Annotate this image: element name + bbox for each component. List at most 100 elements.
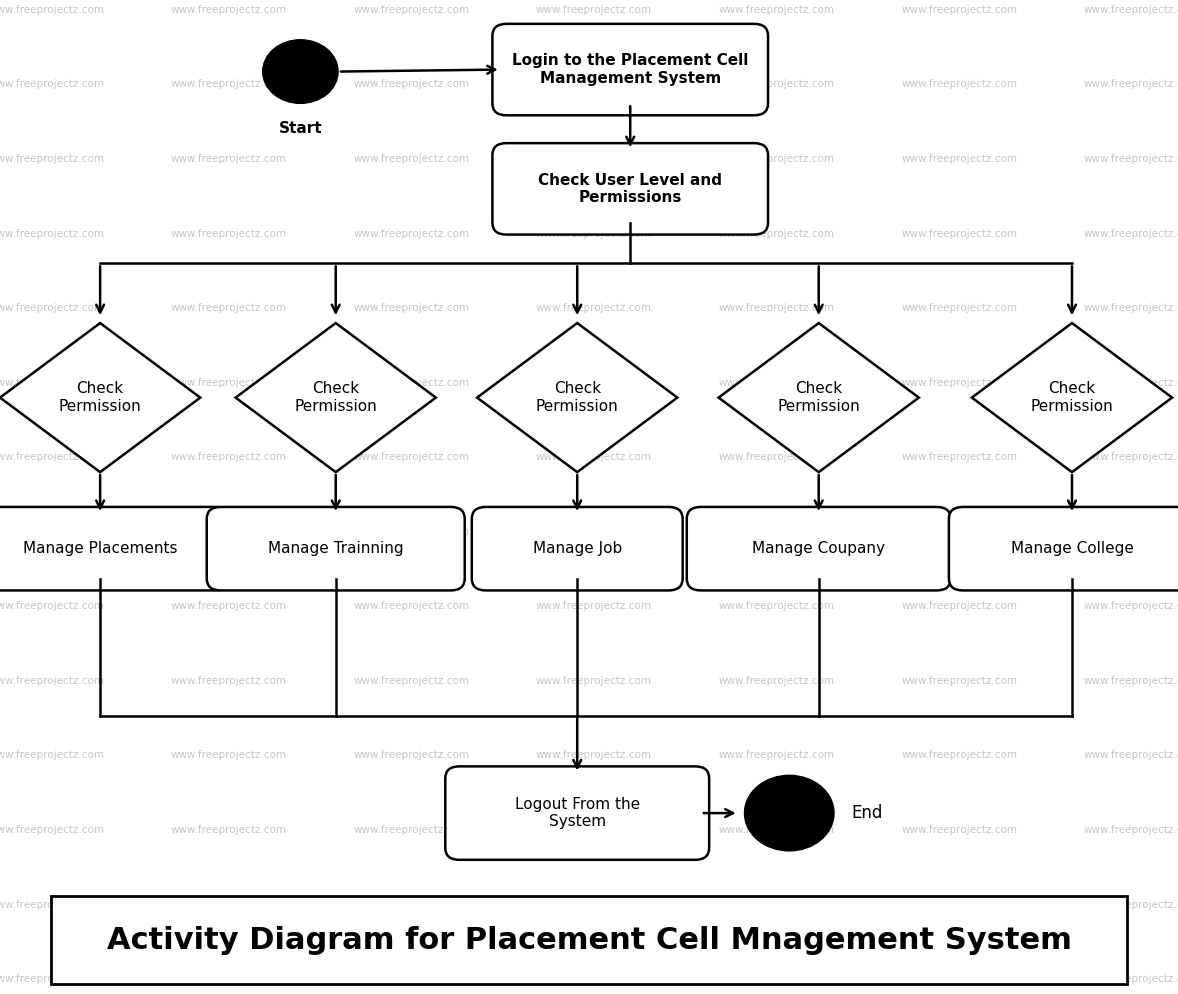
Text: www.freeprojectz.com: www.freeprojectz.com xyxy=(901,452,1017,462)
Text: Manage Coupany: Manage Coupany xyxy=(753,541,885,557)
Text: www.freeprojectz.com: www.freeprojectz.com xyxy=(0,676,104,686)
Text: www.freeprojectz.com: www.freeprojectz.com xyxy=(719,750,834,760)
Text: www.freeprojectz.com: www.freeprojectz.com xyxy=(1084,80,1178,89)
Text: Check
Permission: Check Permission xyxy=(1031,382,1113,414)
Text: www.freeprojectz.com: www.freeprojectz.com xyxy=(171,80,286,89)
Text: www.freeprojectz.com: www.freeprojectz.com xyxy=(536,378,651,388)
Text: www.freeprojectz.com: www.freeprojectz.com xyxy=(536,452,651,462)
Text: www.freeprojectz.com: www.freeprojectz.com xyxy=(0,825,104,835)
Text: www.freeprojectz.com: www.freeprojectz.com xyxy=(353,527,469,537)
Text: www.freeprojectz.com: www.freeprojectz.com xyxy=(536,825,651,835)
Text: www.freeprojectz.com: www.freeprojectz.com xyxy=(901,601,1017,611)
Text: www.freeprojectz.com: www.freeprojectz.com xyxy=(171,303,286,313)
Text: www.freeprojectz.com: www.freeprojectz.com xyxy=(719,80,834,89)
Text: www.freeprojectz.com: www.freeprojectz.com xyxy=(171,378,286,388)
Text: www.freeprojectz.com: www.freeprojectz.com xyxy=(719,452,834,462)
Text: www.freeprojectz.com: www.freeprojectz.com xyxy=(1084,676,1178,686)
Text: www.freeprojectz.com: www.freeprojectz.com xyxy=(171,601,286,611)
Text: www.freeprojectz.com: www.freeprojectz.com xyxy=(719,229,834,239)
Text: www.freeprojectz.com: www.freeprojectz.com xyxy=(1084,900,1178,910)
Text: Check User Level and
Permissions: Check User Level and Permissions xyxy=(538,173,722,205)
FancyBboxPatch shape xyxy=(206,507,464,590)
Text: www.freeprojectz.com: www.freeprojectz.com xyxy=(171,676,286,686)
Text: www.freeprojectz.com: www.freeprojectz.com xyxy=(901,750,1017,760)
Text: www.freeprojectz.com: www.freeprojectz.com xyxy=(719,154,834,164)
Text: Login to the Placement Cell
Management System: Login to the Placement Cell Management S… xyxy=(512,54,748,85)
Text: www.freeprojectz.com: www.freeprojectz.com xyxy=(536,974,651,984)
Text: www.freeprojectz.com: www.freeprojectz.com xyxy=(0,452,104,462)
Text: End: End xyxy=(852,804,884,822)
Text: www.freeprojectz.com: www.freeprojectz.com xyxy=(353,378,469,388)
Text: www.freeprojectz.com: www.freeprojectz.com xyxy=(1084,527,1178,537)
FancyBboxPatch shape xyxy=(687,507,951,590)
Text: www.freeprojectz.com: www.freeprojectz.com xyxy=(901,154,1017,164)
Text: www.freeprojectz.com: www.freeprojectz.com xyxy=(719,900,834,910)
Text: www.freeprojectz.com: www.freeprojectz.com xyxy=(0,974,104,984)
Polygon shape xyxy=(0,323,200,472)
Text: www.freeprojectz.com: www.freeprojectz.com xyxy=(1084,825,1178,835)
Text: www.freeprojectz.com: www.freeprojectz.com xyxy=(0,5,104,15)
Text: www.freeprojectz.com: www.freeprojectz.com xyxy=(353,452,469,462)
Text: www.freeprojectz.com: www.freeprojectz.com xyxy=(0,750,104,760)
Text: Activity Diagram for Placement Cell Mnagement System: Activity Diagram for Placement Cell Mnag… xyxy=(106,925,1072,955)
Circle shape xyxy=(744,775,834,851)
Text: www.freeprojectz.com: www.freeprojectz.com xyxy=(719,974,834,984)
Text: www.freeprojectz.com: www.freeprojectz.com xyxy=(901,825,1017,835)
Text: www.freeprojectz.com: www.freeprojectz.com xyxy=(353,80,469,89)
Text: www.freeprojectz.com: www.freeprojectz.com xyxy=(719,601,834,611)
Text: www.freeprojectz.com: www.freeprojectz.com xyxy=(353,750,469,760)
Text: www.freeprojectz.com: www.freeprojectz.com xyxy=(0,601,104,611)
Text: www.freeprojectz.com: www.freeprojectz.com xyxy=(171,229,286,239)
Text: www.freeprojectz.com: www.freeprojectz.com xyxy=(171,974,286,984)
Text: www.freeprojectz.com: www.freeprojectz.com xyxy=(171,5,286,15)
Text: www.freeprojectz.com: www.freeprojectz.com xyxy=(171,750,286,760)
Text: www.freeprojectz.com: www.freeprojectz.com xyxy=(0,378,104,388)
Polygon shape xyxy=(719,323,919,472)
Text: www.freeprojectz.com: www.freeprojectz.com xyxy=(901,5,1017,15)
Text: www.freeprojectz.com: www.freeprojectz.com xyxy=(171,825,286,835)
Text: www.freeprojectz.com: www.freeprojectz.com xyxy=(719,5,834,15)
Text: Check
Permission: Check Permission xyxy=(536,382,618,414)
Text: www.freeprojectz.com: www.freeprojectz.com xyxy=(1084,154,1178,164)
Text: Logout From the
System: Logout From the System xyxy=(515,797,640,829)
Text: www.freeprojectz.com: www.freeprojectz.com xyxy=(1084,974,1178,984)
Text: www.freeprojectz.com: www.freeprojectz.com xyxy=(353,974,469,984)
Text: www.freeprojectz.com: www.freeprojectz.com xyxy=(901,676,1017,686)
Text: www.freeprojectz.com: www.freeprojectz.com xyxy=(171,527,286,537)
FancyBboxPatch shape xyxy=(492,143,768,235)
Text: www.freeprojectz.com: www.freeprojectz.com xyxy=(353,303,469,313)
Text: www.freeprojectz.com: www.freeprojectz.com xyxy=(0,900,104,910)
Text: www.freeprojectz.com: www.freeprojectz.com xyxy=(1084,378,1178,388)
Text: www.freeprojectz.com: www.freeprojectz.com xyxy=(901,900,1017,910)
Polygon shape xyxy=(972,323,1172,472)
Text: www.freeprojectz.com: www.freeprojectz.com xyxy=(0,229,104,239)
Text: Manage Job: Manage Job xyxy=(532,541,622,557)
Text: www.freeprojectz.com: www.freeprojectz.com xyxy=(536,750,651,760)
Text: www.freeprojectz.com: www.freeprojectz.com xyxy=(719,825,834,835)
Text: Check
Permission: Check Permission xyxy=(59,382,141,414)
Text: www.freeprojectz.com: www.freeprojectz.com xyxy=(901,80,1017,89)
Text: www.freeprojectz.com: www.freeprojectz.com xyxy=(901,229,1017,239)
Text: Manage Placements: Manage Placements xyxy=(22,541,178,557)
Text: www.freeprojectz.com: www.freeprojectz.com xyxy=(719,676,834,686)
Text: www.freeprojectz.com: www.freeprojectz.com xyxy=(353,601,469,611)
Text: www.freeprojectz.com: www.freeprojectz.com xyxy=(353,154,469,164)
Text: www.freeprojectz.com: www.freeprojectz.com xyxy=(353,825,469,835)
Text: www.freeprojectz.com: www.freeprojectz.com xyxy=(171,154,286,164)
Text: www.freeprojectz.com: www.freeprojectz.com xyxy=(1084,452,1178,462)
Text: www.freeprojectz.com: www.freeprojectz.com xyxy=(536,154,651,164)
Text: www.freeprojectz.com: www.freeprojectz.com xyxy=(0,154,104,164)
Text: www.freeprojectz.com: www.freeprojectz.com xyxy=(719,527,834,537)
Text: www.freeprojectz.com: www.freeprojectz.com xyxy=(0,80,104,89)
Text: www.freeprojectz.com: www.freeprojectz.com xyxy=(0,303,104,313)
Text: www.freeprojectz.com: www.freeprojectz.com xyxy=(353,900,469,910)
FancyBboxPatch shape xyxy=(471,507,682,590)
FancyBboxPatch shape xyxy=(0,507,229,590)
Text: www.freeprojectz.com: www.freeprojectz.com xyxy=(536,527,651,537)
Text: www.freeprojectz.com: www.freeprojectz.com xyxy=(719,378,834,388)
Polygon shape xyxy=(236,323,436,472)
FancyBboxPatch shape xyxy=(51,896,1127,984)
Text: www.freeprojectz.com: www.freeprojectz.com xyxy=(536,303,651,313)
Text: www.freeprojectz.com: www.freeprojectz.com xyxy=(1084,601,1178,611)
Text: www.freeprojectz.com: www.freeprojectz.com xyxy=(901,303,1017,313)
